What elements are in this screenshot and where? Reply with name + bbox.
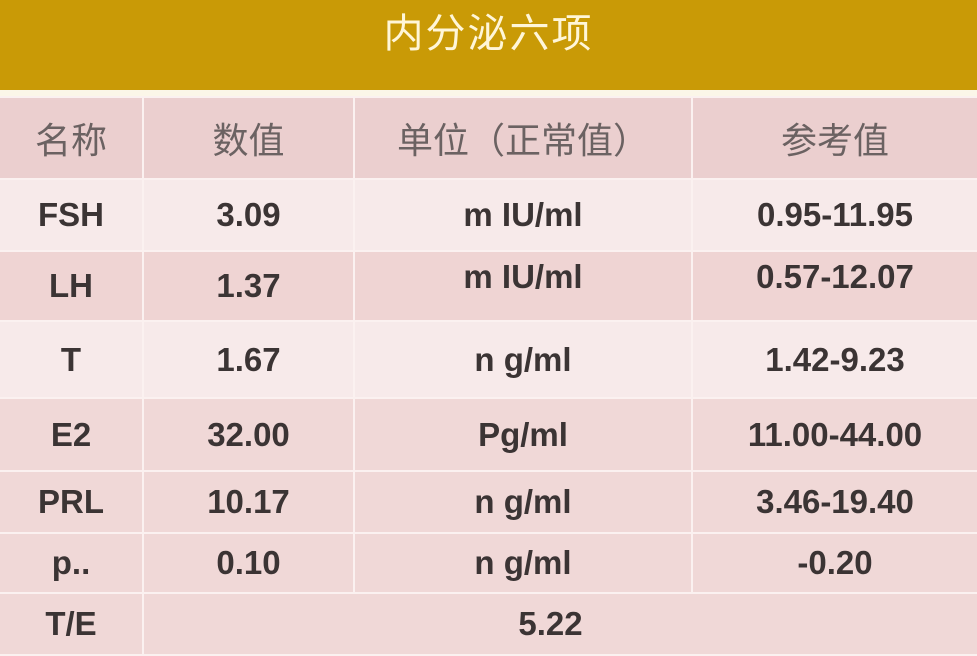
cell-value: 3.09: [142, 178, 355, 252]
table-row: p.. 0.10 n g/ml -0.20: [0, 532, 977, 594]
table-row: LH 1.37 m IU/ml 0.57-12.07: [0, 250, 977, 322]
cell-unit: n g/ml: [353, 470, 693, 534]
table-header-row: 名称 数值 单位（正常值） 参考值: [0, 96, 977, 180]
cell-unit: Pg/ml: [353, 397, 693, 472]
cell-ratio-value: 5.22: [142, 592, 977, 656]
table-row: FSH 3.09 m IU/ml 0.95-11.95: [0, 178, 977, 252]
cell-name: E2: [0, 397, 144, 472]
column-header-value: 数值: [142, 96, 355, 180]
cell-name: p..: [0, 532, 144, 594]
cell-value: 10.17: [142, 470, 355, 534]
cell-reference: -0.20: [691, 532, 977, 594]
cell-value: 1.37: [142, 250, 355, 322]
cell-name: T/E: [0, 592, 144, 656]
cell-reference: 0.57-12.07: [691, 250, 977, 322]
cell-reference: 3.46-19.40: [691, 470, 977, 534]
cell-reference: 0.95-11.95: [691, 178, 977, 252]
table-row: T 1.67 n g/ml 1.42-9.23: [0, 320, 977, 399]
cell-unit: n g/ml: [353, 532, 693, 594]
table-row: PRL 10.17 n g/ml 3.46-19.40: [0, 470, 977, 534]
table-row: E2 32.00 Pg/ml 11.00-44.00: [0, 397, 977, 472]
hormone-table: 名称 数值 单位（正常值） 参考值 FSH 3.09 m IU/ml 0.95-…: [0, 96, 977, 656]
cell-unit: n g/ml: [353, 320, 693, 399]
cell-unit: m IU/ml: [353, 250, 693, 322]
table-row-ratio: T/E 5.22: [0, 592, 977, 656]
cell-reference: 11.00-44.00: [691, 397, 977, 472]
divider: [0, 90, 977, 96]
cell-name: PRL: [0, 470, 144, 534]
cell-value: 1.67: [142, 320, 355, 399]
cell-name: FSH: [0, 178, 144, 252]
cell-value: 0.10: [142, 532, 355, 594]
cell-name: LH: [0, 250, 144, 322]
page-title: 内分泌六项: [383, 11, 594, 57]
title-banner: 内分泌六项: [0, 0, 977, 90]
cell-name: T: [0, 320, 144, 399]
column-header-name: 名称: [0, 96, 144, 180]
cell-reference: 1.42-9.23: [691, 320, 977, 399]
cell-value: 32.00: [142, 397, 355, 472]
column-header-reference: 参考值: [691, 96, 977, 180]
column-header-unit: 单位（正常值）: [353, 96, 693, 180]
cell-unit: m IU/ml: [353, 178, 693, 252]
